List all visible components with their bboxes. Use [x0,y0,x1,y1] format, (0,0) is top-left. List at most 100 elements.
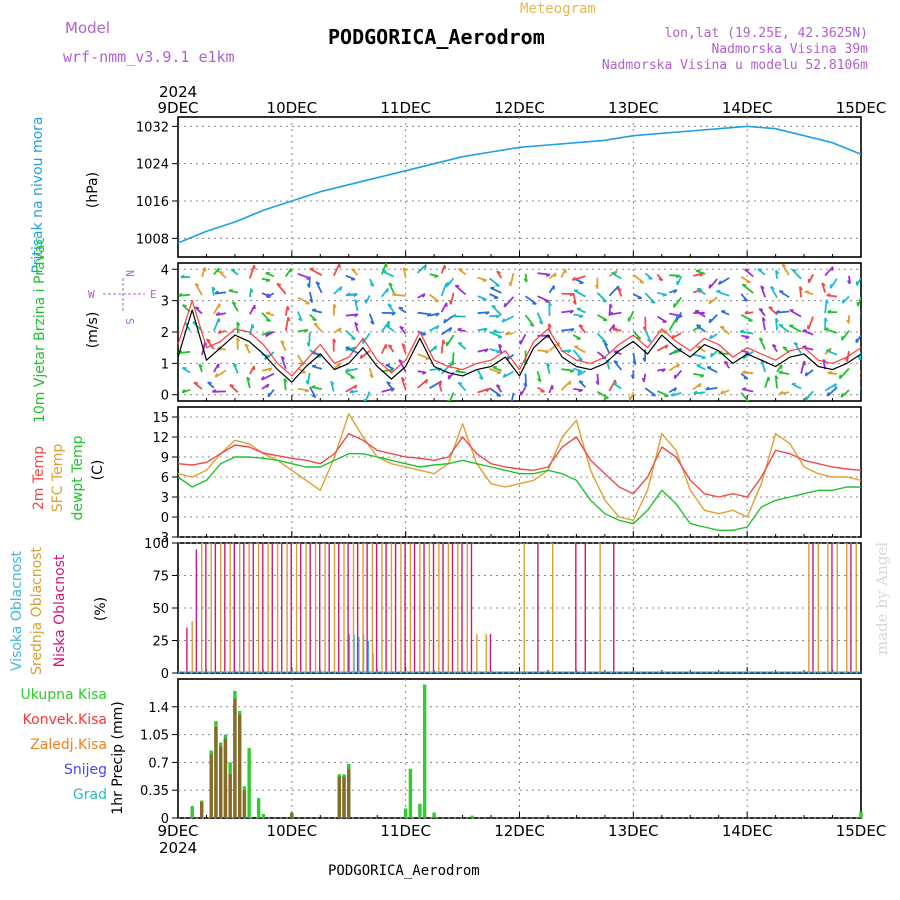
wind-arrow-head [478,376,484,380]
compass-east: E [150,288,157,301]
wind-arrow-head [260,375,265,381]
wind-arrow-head [613,360,619,364]
wind-arrow-head [276,282,282,286]
bottom-x-tick-label: 13DEC [608,822,659,840]
wind-arrow-head [772,343,777,348]
wind-arrow [345,329,356,340]
wind-arrow-head [741,387,747,391]
wind-arrow-head [743,298,748,302]
wind-gust-line [177,300,862,377]
lonlat-info: lon,lat (19.25E, 42.3625N) [665,26,869,41]
precip-total-bar [859,811,863,818]
wind-arrow-head [545,273,551,278]
wind-arrow-head [353,384,358,390]
wind-arrow-head [612,324,616,329]
wind-arrow [573,345,586,354]
wind-arrow-head [793,341,799,346]
wind-arrow [793,342,802,354]
precip-total-bar [418,803,422,818]
y-tick-label: -3 [156,531,169,546]
wind-arrow-head [448,327,453,332]
y-tick-label: 1016 [136,195,169,210]
wind-arrow-head [401,377,406,382]
wind-arrow [417,311,432,316]
wind-arrow-head [761,317,766,322]
wind-arrow-head [639,281,644,284]
wind-arrow-head [503,302,507,308]
wind-arrow-head [774,375,779,380]
wind-unit: (m/s) [85,312,101,349]
wind-arrow [596,292,608,303]
temp-unit: (C) [90,460,106,481]
station-title: PODGORICA_Aerodrom [328,25,545,49]
wind-arrow [603,342,611,354]
wind-arrow-head [767,376,771,381]
wind-arrow-head [458,341,463,345]
wind-arrow-head [447,375,450,380]
wind-arrow [381,270,395,278]
wind-arrow [656,344,669,352]
top-x-tick-labels: 9DEC 10DEC 11DEC 12DEC 13DEC 14DEC 15DEC [157,99,886,117]
wind-arrow-head [708,318,712,324]
wind-arrow [705,387,718,391]
wind-arrow [788,324,802,333]
wind-arrow [775,318,778,331]
pressure-axis-title: Pritisak na nivou mora [30,116,46,273]
wind-arrow-head [578,358,583,362]
wind-arrow [824,382,837,392]
wind-arrow-head [827,370,832,375]
wind-arrow-head [391,312,396,316]
top-year-label: 2024 [159,83,197,101]
wind-arrow [761,317,766,331]
wind-arrow-head [601,340,607,344]
y-tick-label: 1.05 [140,729,169,744]
precip-convective-bar [218,746,223,818]
wind-arrow-head [501,318,506,323]
wind-arrow-head [346,292,351,297]
wind-arrow-head [630,374,635,380]
wind-arrow [644,329,652,343]
wind-axis-title: 10m Vjetar Brzina i Pravac [32,237,48,423]
wind-arrow-head [330,380,335,386]
wind-arrow-head [498,343,503,348]
wind-arrow-head [354,298,359,304]
wind-arrow-head [306,342,310,347]
wind-arrow-head [553,272,557,278]
wind-arrow-head [434,300,439,303]
wind-arrow-head [603,341,609,346]
wind-arrow-head [720,325,725,329]
wind-arrow-head [827,309,832,314]
wind-arrow-head [401,343,406,348]
wind-arrow-field [178,263,861,401]
wind-arrow-head [708,284,712,289]
wind-arrow-head [577,371,581,376]
wind-arrow-head [741,370,747,374]
wind-arrow [656,390,669,397]
wind-arrow-head [434,345,438,351]
wind-arrow-head [311,364,317,368]
wind-arrow-head [648,277,653,280]
wind-arrow [760,285,766,298]
wind-arrow-head [265,319,271,322]
precip-convective-bar [214,726,218,818]
wind-arrow-head [636,336,641,340]
wind-arrow-head [354,321,359,326]
wind-arrow-head [388,282,393,287]
wind-arrow [596,391,609,399]
wind-arrow-head [211,286,216,291]
wind-arrow-head [568,380,572,386]
wind-arrow [332,263,341,277]
wind-arrow-head [229,384,234,387]
wind-arrow [392,293,406,297]
wind-arrow-head [508,281,512,287]
legend-convective-rain: Konvek.Kisa [23,712,107,728]
wind-arrow-head [250,288,254,293]
wind-arrow-head [386,288,389,293]
wind-arrow-head [492,365,497,369]
precip-convective-bar [342,776,346,818]
wind-arrow-head [265,311,271,314]
wind-arrow [440,363,452,375]
wind-arrow [449,292,455,305]
wind-arrow-head [495,284,500,287]
wind-arrow-head [821,282,826,287]
